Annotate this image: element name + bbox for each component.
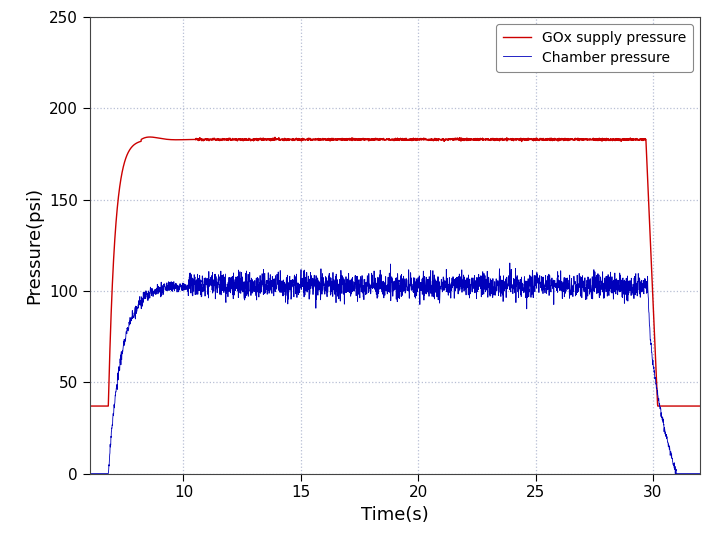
Chamber pressure xyxy=(684,470,693,477)
GOx supply pressure xyxy=(618,137,626,144)
GOx supply pressure xyxy=(191,136,200,143)
Chamber pressure xyxy=(346,277,354,283)
Y-axis label: Pressure(psi): Pressure(psi) xyxy=(26,187,43,304)
Line: GOx supply pressure: GOx supply pressure xyxy=(90,137,700,406)
GOx supply pressure xyxy=(146,134,154,140)
Legend: GOx supply pressure, Chamber pressure: GOx supply pressure, Chamber pressure xyxy=(496,24,693,72)
Chamber pressure xyxy=(191,278,200,284)
GOx supply pressure xyxy=(346,137,355,144)
GOx supply pressure xyxy=(319,136,328,143)
Chamber pressure xyxy=(695,470,704,477)
X-axis label: Time(s): Time(s) xyxy=(361,506,429,524)
Chamber pressure xyxy=(155,284,164,290)
Chamber pressure xyxy=(506,260,514,266)
GOx supply pressure xyxy=(684,403,693,410)
GOx supply pressure xyxy=(155,135,164,141)
Chamber pressure xyxy=(85,470,94,477)
Chamber pressure xyxy=(319,282,328,288)
Chamber pressure xyxy=(618,275,626,282)
GOx supply pressure xyxy=(695,403,704,410)
Line: Chamber pressure: Chamber pressure xyxy=(90,263,700,473)
GOx supply pressure xyxy=(85,403,94,410)
